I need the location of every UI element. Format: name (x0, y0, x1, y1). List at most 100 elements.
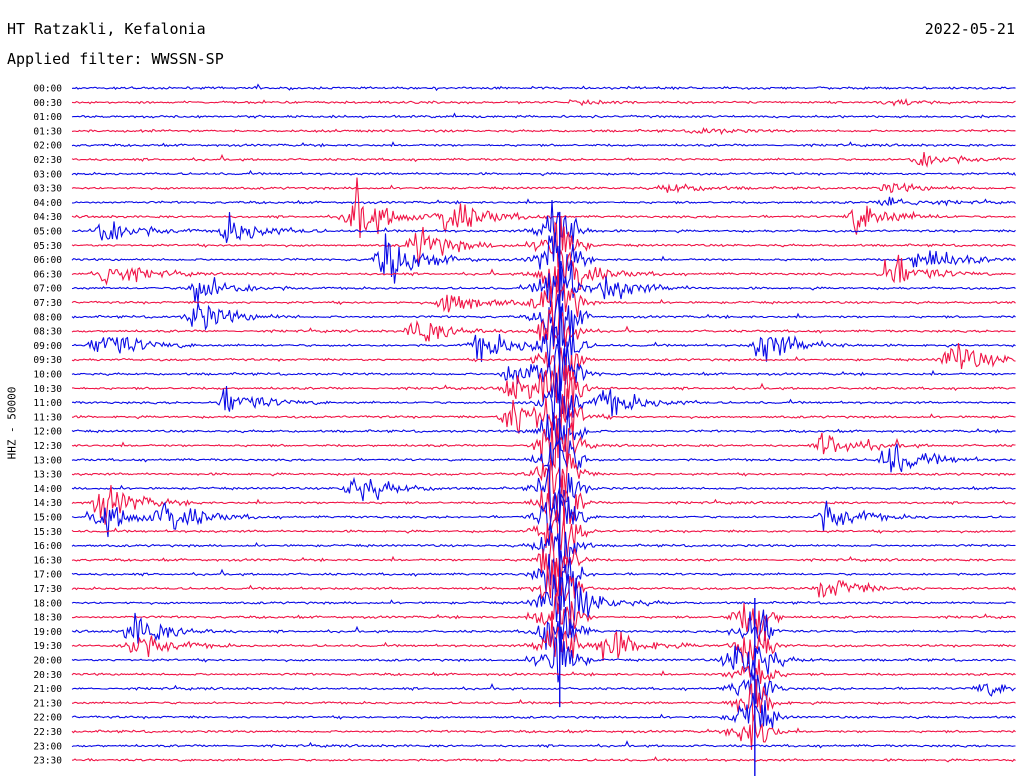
row-label: 06:00 (33, 255, 62, 266)
trace-line (71, 614, 1016, 665)
trace-line (71, 306, 1016, 368)
trace-line (71, 199, 1016, 244)
trace-line (71, 692, 1016, 729)
trace-line (71, 659, 1016, 684)
row-label-group: 00:00 00:30 01:00 01:30 02:00 02:30 03:00 03:30… (33, 84, 62, 767)
trace-line (71, 669, 1016, 704)
trace-line (71, 249, 1016, 294)
trace-line (71, 260, 1016, 308)
row-label: 04:00 (33, 198, 62, 209)
row-label: 16:00 (33, 541, 62, 552)
row-label: 10:30 (33, 384, 62, 395)
trace-line (71, 141, 1016, 148)
row-label: 18:00 (33, 598, 62, 609)
trace-line (71, 591, 1016, 635)
trace-line (71, 217, 1016, 268)
row-label: 19:30 (33, 641, 62, 652)
trace-line (71, 553, 1016, 611)
row-label: 07:30 (33, 298, 62, 309)
row-label: 23:30 (33, 756, 62, 767)
trace-line (71, 342, 1016, 403)
station-title: HT Ratzakli, Kefalonia (7, 20, 206, 38)
trace-line (71, 169, 1016, 177)
row-label: 05:30 (33, 241, 62, 252)
trace-line (71, 388, 1016, 459)
trace-line (71, 532, 1016, 584)
trace-line (71, 574, 1016, 630)
trace-line (71, 177, 1016, 239)
row-label: 23:00 (33, 741, 62, 752)
trace-line (71, 294, 1016, 340)
row-label: 19:00 (33, 627, 62, 638)
trace-line (71, 453, 1016, 505)
date-label: 2022-05-21 (924, 20, 1015, 38)
trace-line (71, 182, 1016, 194)
row-label: 04:30 (33, 212, 62, 223)
trace-line (71, 631, 1016, 683)
row-label: 00:00 (33, 84, 62, 95)
trace-line (71, 127, 1016, 136)
row-label: 14:30 (33, 498, 62, 509)
row-label: 03:30 (33, 184, 62, 195)
row-label: 01:00 (33, 112, 62, 123)
trace-line (71, 740, 1016, 749)
row-label: 20:00 (33, 656, 62, 667)
trace-group (71, 83, 1016, 776)
row-label: 07:00 (33, 284, 62, 295)
trace-line (71, 559, 1016, 602)
trace-line (71, 492, 1016, 538)
trace-line (71, 606, 1016, 650)
trace-line (71, 268, 1016, 332)
row-label: 11:30 (33, 412, 62, 423)
row-label: 20:30 (33, 670, 62, 681)
trace-line (71, 152, 1016, 168)
trace-line (72, 364, 1016, 419)
trace-line (71, 112, 1016, 119)
trace-line (71, 97, 1016, 107)
row-label: 13:30 (33, 470, 62, 481)
filter-label: Applied filter: WWSSN-SP (7, 50, 224, 68)
row-label: 15:30 (33, 527, 62, 538)
row-label: 03:00 (33, 169, 62, 180)
trace-line (71, 522, 1016, 569)
trace-line (71, 196, 1016, 207)
trace-line (71, 372, 1016, 431)
row-label: 21:00 (33, 684, 62, 695)
trace-line (71, 232, 1016, 288)
row-label: 21:30 (33, 698, 62, 709)
row-label: 18:30 (33, 613, 62, 624)
row-label: 16:30 (33, 555, 62, 566)
row-label: 09:30 (33, 355, 62, 366)
trace-line (71, 713, 1016, 750)
trace-line (71, 756, 1016, 763)
row-label: 10:00 (33, 370, 62, 381)
row-label: 17:30 (33, 584, 62, 595)
row-label: 05:00 (33, 227, 62, 238)
row-label: 09:00 (33, 341, 62, 352)
row-label: 06:30 (33, 269, 62, 280)
row-label: 15:00 (33, 513, 62, 524)
row-label: 12:00 (33, 427, 62, 438)
row-label: 14:00 (33, 484, 62, 495)
row-label: 02:30 (33, 155, 62, 166)
row-label: 22:00 (33, 713, 62, 724)
trace-line (71, 341, 1016, 398)
row-label: 17:00 (33, 570, 62, 581)
row-label: 02:00 (33, 141, 62, 152)
row-label: 13:00 (33, 455, 62, 466)
row-label: 00:30 (33, 98, 62, 109)
trace-line (71, 679, 1016, 722)
trace-line (71, 301, 1016, 350)
trace-line (71, 509, 1016, 561)
trace-line (71, 83, 1016, 92)
trace-line (71, 464, 1016, 523)
row-label: 08:30 (33, 327, 62, 338)
row-label: 08:00 (33, 312, 62, 323)
row-label: 11:00 (33, 398, 62, 409)
trace-line (71, 475, 1016, 526)
row-label: 22:30 (33, 727, 62, 738)
row-label: 01:30 (33, 126, 62, 137)
row-label: 12:30 (33, 441, 62, 452)
trace-line (71, 421, 1016, 472)
